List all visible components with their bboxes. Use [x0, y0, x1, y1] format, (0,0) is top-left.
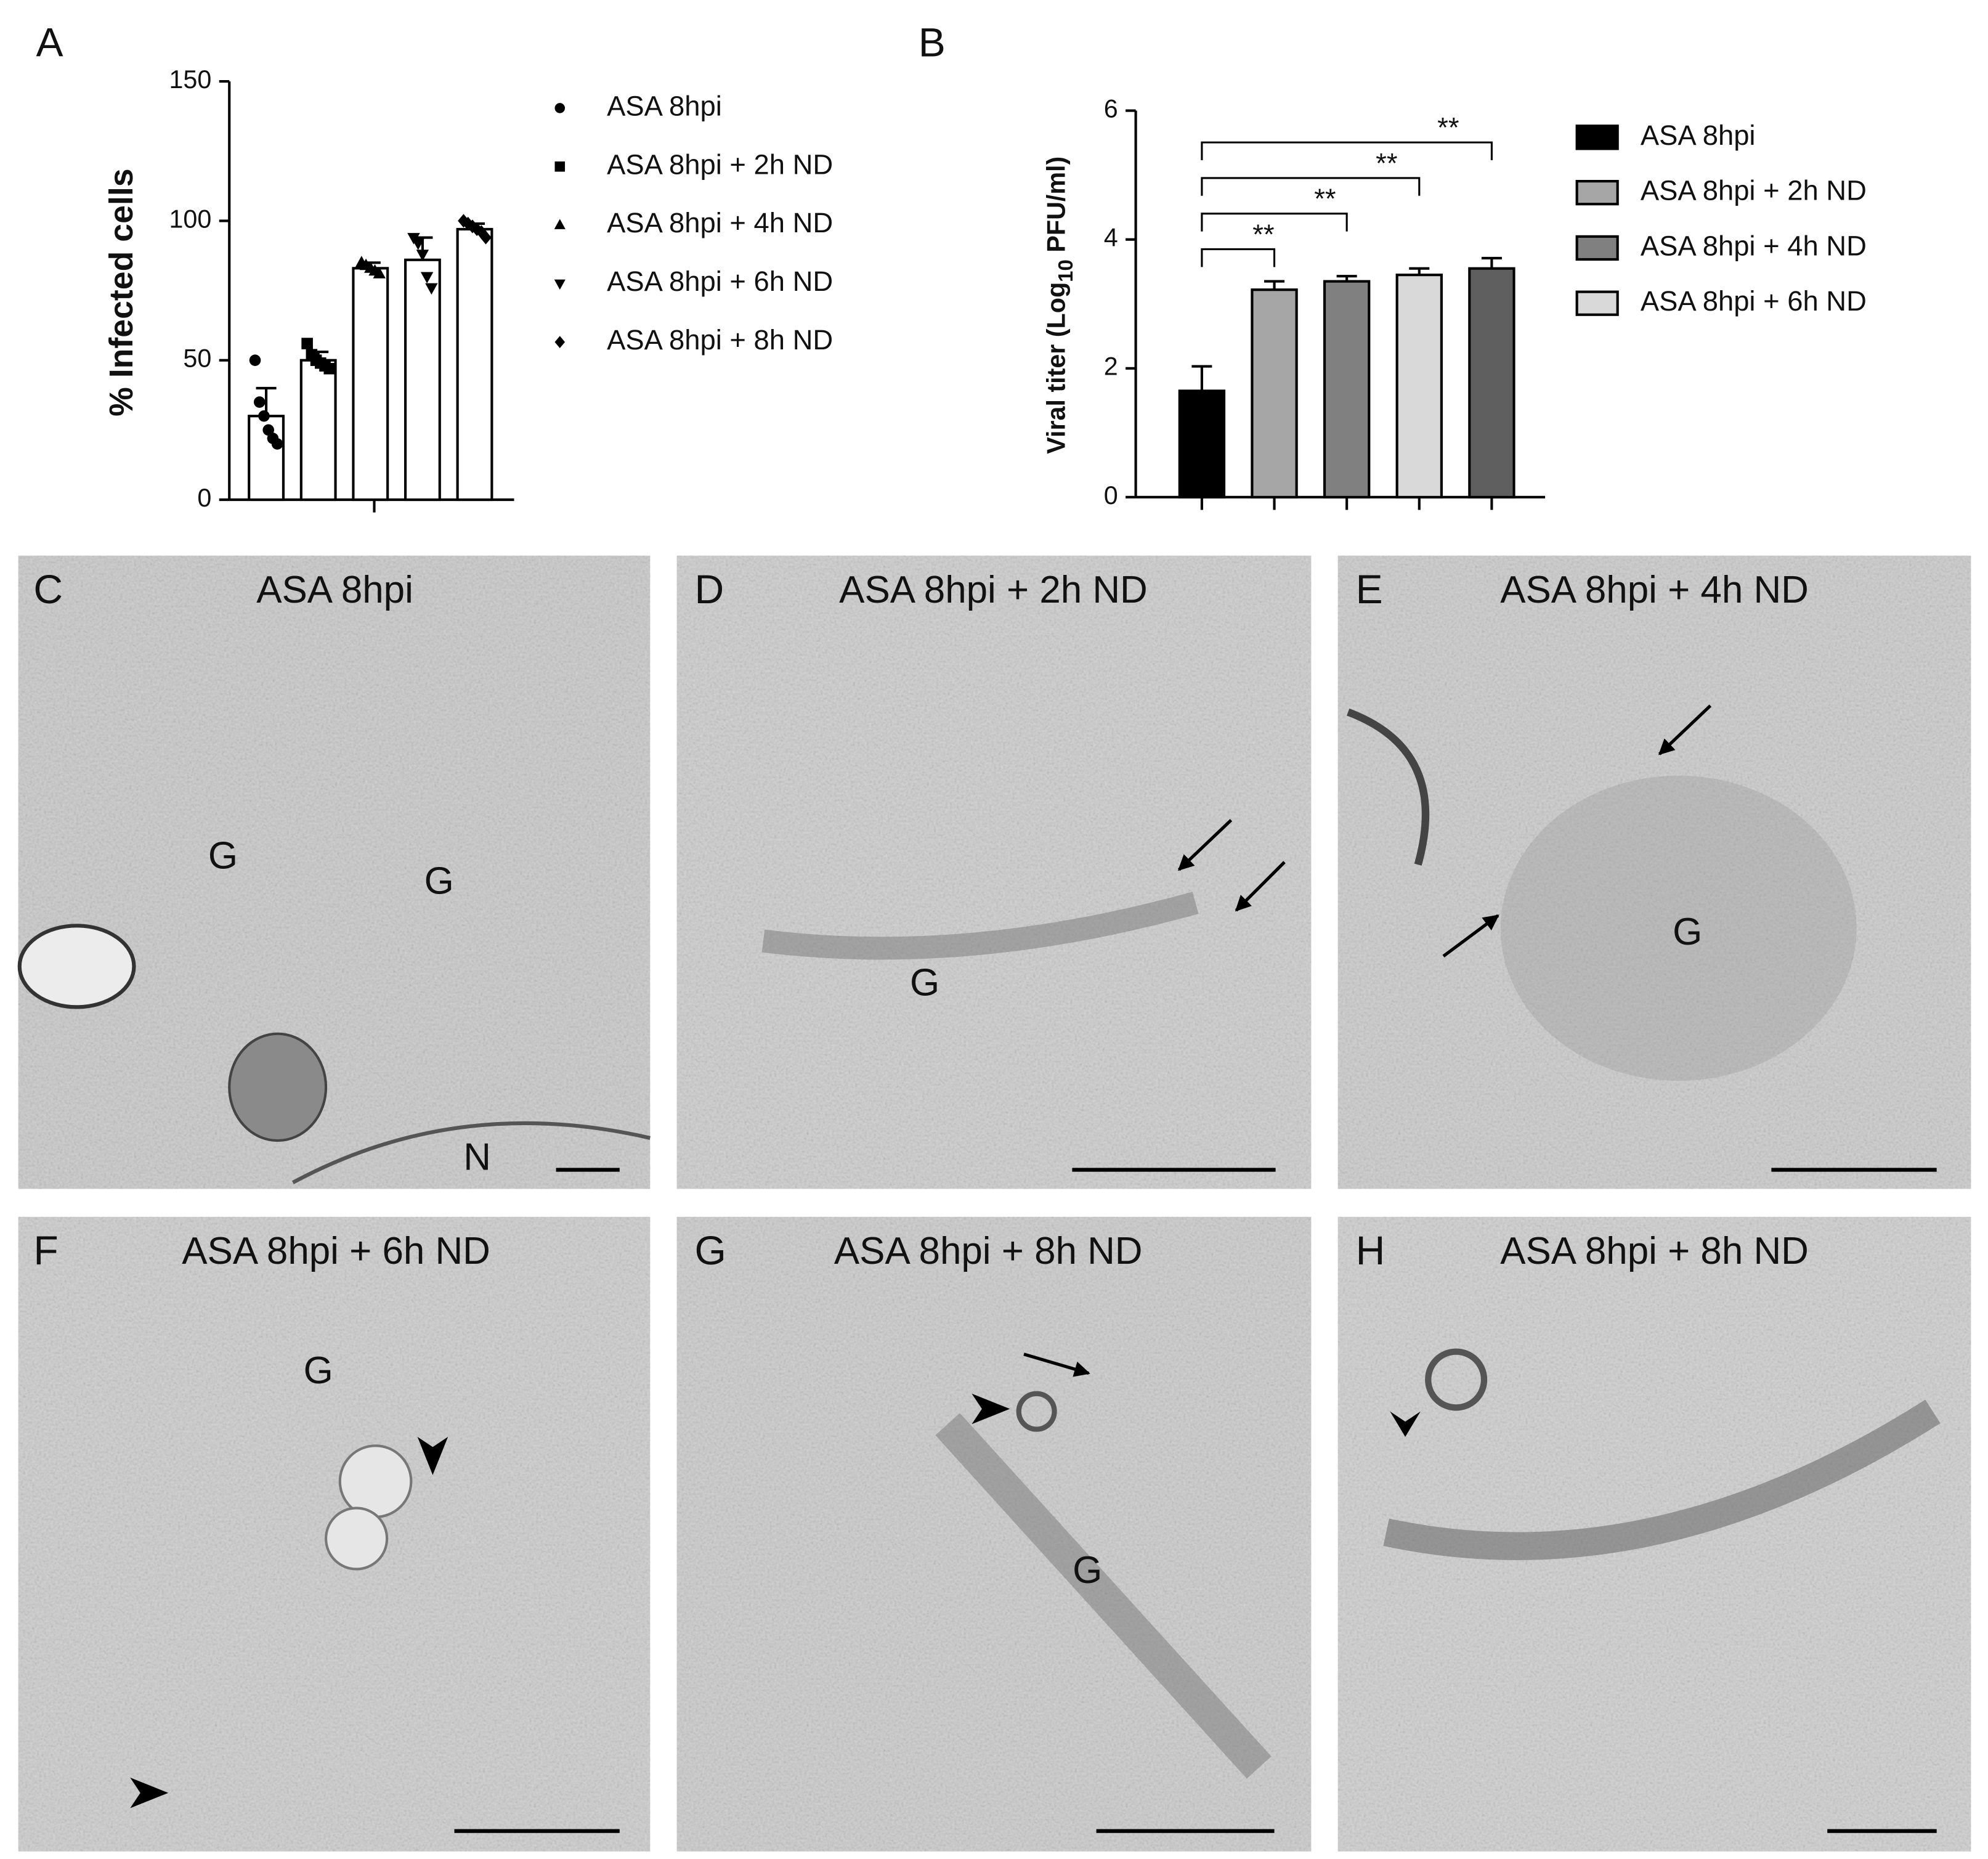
error-bar [1264, 280, 1285, 290]
panel-e: E ASA 8hpi + 4h ND G [1337, 555, 1971, 1189]
significance-label: ** [1376, 147, 1397, 179]
panel-g: G ASA 8hpi + 8h ND G [676, 1216, 1312, 1852]
y-axis-label-part: Viral titer (Log [1042, 282, 1071, 454]
panel-letter: B [919, 20, 946, 65]
panel-letter: C [33, 566, 63, 612]
legend-label: ASA 8hpi + 6h ND [1641, 285, 1867, 317]
point [416, 250, 429, 261]
panel-letter: A [36, 20, 63, 65]
bar [1468, 267, 1515, 498]
label: G [910, 962, 939, 1004]
point [301, 338, 313, 349]
y-tick-label: 0 [197, 484, 211, 512]
point [323, 362, 336, 375]
panel-c: C ASA 8hpi G G N [17, 555, 651, 1189]
significance-label: ** [1314, 183, 1336, 214]
point [249, 354, 261, 366]
point [480, 230, 492, 245]
significance-label: ** [1252, 219, 1274, 250]
point [253, 396, 266, 408]
panel-letter: G [695, 1227, 726, 1273]
panel-title: ASA 8hpi + 8h ND [1500, 1230, 1809, 1272]
point [466, 219, 479, 234]
bar [1251, 288, 1298, 498]
panel-title: ASA 8hpi + 6h ND [182, 1230, 490, 1272]
bar [352, 267, 389, 502]
y-tick-label: 50 [183, 344, 211, 373]
legend-label: ASA 8hpi + 6h ND [607, 266, 833, 297]
bar [404, 258, 441, 502]
legend-swatch [1575, 124, 1619, 150]
label: G [1673, 911, 1702, 953]
point [412, 238, 424, 250]
significance-bracket [1201, 177, 1421, 196]
error-bar [1481, 256, 1502, 269]
legend-swatch [1575, 235, 1619, 261]
label: G [1073, 1549, 1102, 1592]
bar [1323, 280, 1371, 498]
bar [1395, 274, 1443, 498]
legend-label: ASA 8hpi + 4h ND [1641, 230, 1867, 261]
significance-bracket [1201, 213, 1348, 232]
panel-letter: F [33, 1227, 58, 1273]
legend-swatch [1575, 180, 1619, 206]
y-tick-label: 150 [169, 65, 211, 94]
legend-marker [554, 219, 566, 229]
label: N [463, 1136, 491, 1178]
point [420, 272, 434, 284]
significance-bracket [1201, 248, 1276, 267]
panel-title: ASA 8hpi + 8h ND [834, 1230, 1143, 1272]
point [373, 267, 386, 279]
error-bar [1409, 267, 1430, 275]
legend-marker [554, 336, 566, 349]
y-axis-label-sub: 10 [1054, 259, 1077, 282]
panel-letter: E [1356, 566, 1383, 612]
y-tick-label: 2 [1104, 352, 1118, 381]
significance-bracket [1201, 141, 1493, 161]
legend-label: ASA 8hpi [1641, 120, 1756, 151]
point [271, 438, 283, 450]
error-bar [1336, 275, 1357, 282]
panel-title: ASA 8hpi + 2h ND [839, 569, 1148, 611]
y-axis-label: % Infected cells [103, 168, 140, 416]
legend-label: ASA 8hpi + 2h ND [1641, 175, 1867, 206]
significance-label: ** [1437, 112, 1459, 143]
label: G [424, 860, 454, 903]
legend-label: ASA 8hpi + 8h ND [607, 324, 833, 356]
legend-marker [554, 103, 566, 113]
y-tick-label: 6 [1104, 94, 1118, 123]
legend-marker [554, 279, 566, 290]
y-tick-label: 0 [1104, 481, 1118, 510]
legend-label: ASA 8hpi [607, 90, 722, 121]
panel-title: ASA 8hpi [256, 569, 413, 611]
y-axis-label-part: PFU/ml) [1042, 157, 1071, 259]
label: G [208, 834, 238, 877]
micrographs: C ASA 8hpi G G N D ASA 8hpi + 2h ND G E … [17, 555, 1971, 1852]
panel-letter: D [695, 566, 724, 612]
panel-title: ASA 8hpi + 4h ND [1500, 569, 1809, 611]
panel-f: F ASA 8hpi + 6h ND G [18, 1216, 651, 1852]
y-axis-label: Viral titer (Log10 PFU/ml) [1042, 157, 1077, 454]
legend-label: ASA 8hpi + 2h ND [607, 148, 833, 180]
y-tick-label: 100 [169, 205, 211, 233]
bar [456, 227, 493, 502]
y-tick-label: 4 [1104, 224, 1118, 252]
legend-marker [554, 161, 566, 172]
bar [1178, 389, 1226, 498]
bar [299, 359, 337, 502]
legend-label: ASA 8hpi + 4h ND [607, 207, 833, 238]
error-bar [1191, 365, 1212, 391]
legend-swatch [1575, 290, 1619, 316]
panel-letter: H [1356, 1227, 1386, 1273]
panel-h: H ASA 8hpi + 8h ND [1337, 1216, 1971, 1852]
label: G [304, 1349, 333, 1392]
point [258, 410, 270, 422]
panel-d: D ASA 8hpi + 2h ND G [676, 555, 1312, 1189]
point [425, 283, 438, 295]
point [262, 424, 274, 436]
